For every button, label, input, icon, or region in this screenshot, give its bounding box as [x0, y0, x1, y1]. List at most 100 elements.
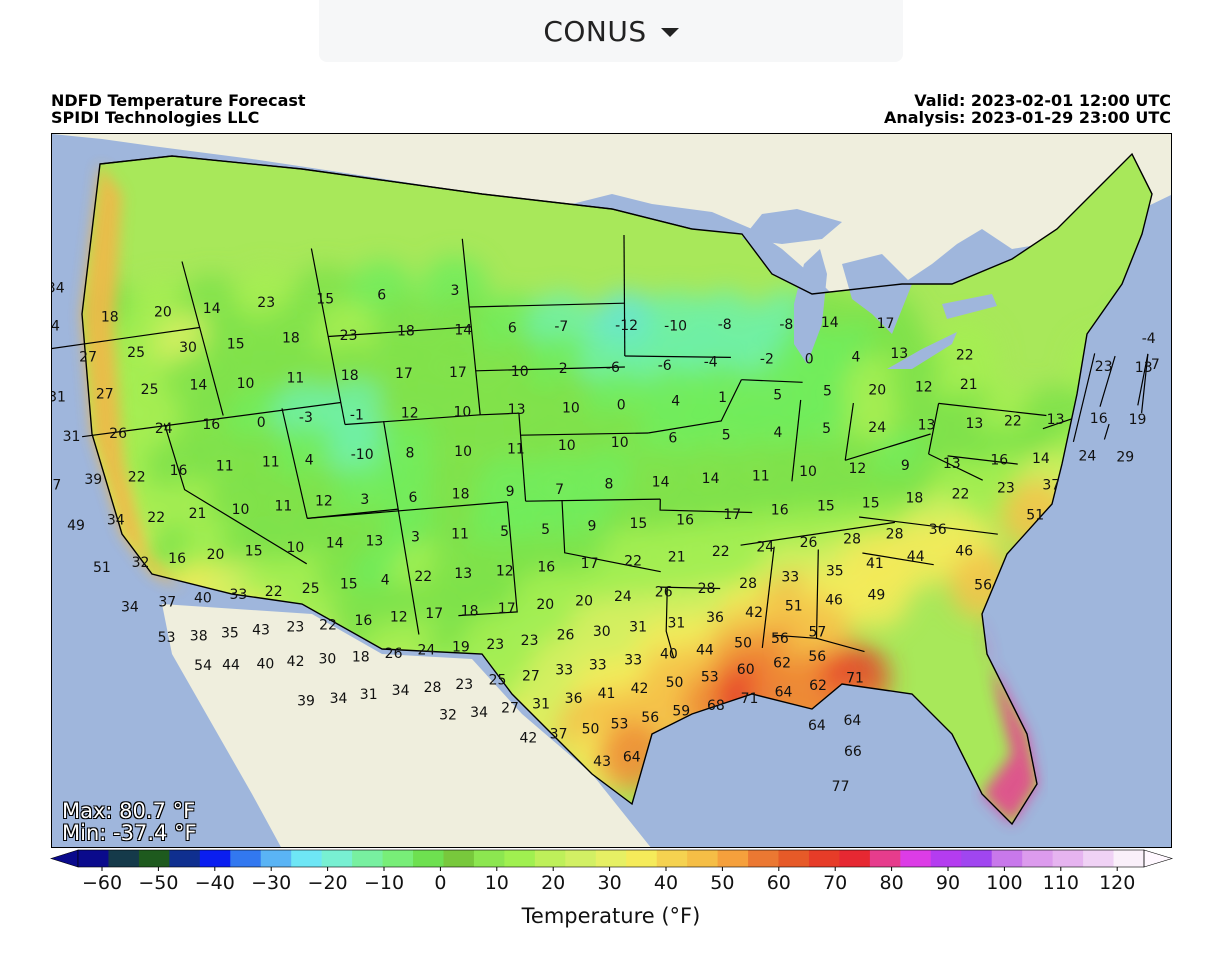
temp-label: 10	[237, 376, 255, 392]
state-border	[163, 423, 308, 565]
colorbar-label: Temperature (°F)	[521, 904, 701, 928]
temp-label: 3	[450, 283, 459, 299]
colorbar-swatch	[443, 850, 475, 867]
temp-label: 53	[701, 669, 719, 685]
state-border	[82, 401, 341, 438]
state-border	[761, 546, 775, 648]
temp-label: 4	[381, 573, 390, 589]
temp-label: 18	[452, 486, 470, 502]
temp-label: 10	[454, 444, 472, 460]
map-title: NDFD Temperature Forecast	[51, 91, 306, 110]
temp-label: 12	[496, 564, 514, 580]
state-border	[623, 234, 626, 357]
colorbar-swatch	[534, 850, 566, 867]
state-border	[1042, 418, 1073, 430]
temp-label: 6	[377, 287, 386, 303]
temp-label: 24	[417, 643, 435, 659]
colorbar-tick-label: 110	[1043, 872, 1079, 894]
state-border	[928, 453, 983, 481]
temp-label: 26	[109, 426, 127, 442]
temp-label: 35	[221, 625, 239, 641]
chevron-down-icon	[660, 27, 679, 37]
temp-label: 5	[722, 427, 731, 443]
temp-label: 16	[1090, 411, 1108, 427]
temp-label: 17	[449, 365, 467, 381]
temp-label: 27	[79, 350, 97, 366]
colorbar-swatch	[626, 850, 658, 867]
temp-label: 10	[611, 435, 629, 451]
region-dropdown[interactable]: CONUS	[319, 0, 903, 62]
colorbar-swatch	[1113, 850, 1145, 867]
temp-label: 36	[565, 691, 583, 707]
temp-label: 15	[316, 292, 334, 308]
temp-label: 15	[340, 577, 358, 593]
state-border	[1072, 353, 1096, 443]
temp-label: 40	[194, 591, 212, 607]
temp-label: 14	[203, 301, 221, 317]
state-border	[947, 455, 1018, 465]
temp-label: 22	[952, 486, 970, 502]
temp-label: 16	[537, 560, 555, 576]
lake-superior	[742, 209, 842, 244]
colorbar-swatch	[169, 850, 201, 867]
temp-label: 23	[1095, 359, 1113, 375]
colorbar-tick-label: 20	[541, 872, 565, 894]
temp-label: 9	[587, 519, 596, 535]
temp-label: 37	[550, 727, 568, 743]
temperature-map[interactable]: 3443341820142315633527253015182318146-7-…	[51, 133, 1172, 848]
temp-label: 28	[424, 680, 442, 696]
temp-label: 18	[282, 331, 300, 347]
temp-label: 46	[825, 593, 843, 609]
florida-band	[982, 614, 1037, 824]
temp-label: 15	[817, 499, 835, 515]
temp-label: 0	[617, 397, 626, 413]
temp-label: 13	[918, 418, 936, 434]
temp-label: -4	[704, 354, 718, 370]
temp-label: 42	[745, 605, 763, 621]
temp-label: 22	[956, 347, 974, 363]
temp-label: 13	[454, 566, 472, 582]
colorbar-swatch	[321, 850, 353, 867]
temp-label: 11	[274, 499, 292, 515]
temp-label: 27	[501, 700, 519, 716]
mexico-land	[162, 604, 651, 847]
temp-label: 17	[723, 507, 741, 523]
temp-label: 11	[216, 458, 234, 474]
temp-label: 16	[354, 613, 372, 629]
temp-label: 23	[486, 637, 504, 653]
temp-label: 20	[575, 594, 593, 610]
temp-label: 18	[101, 310, 119, 326]
state-border	[1137, 353, 1149, 406]
state-border	[307, 501, 508, 519]
temp-label: -6	[606, 360, 620, 376]
temp-label: 2	[559, 361, 568, 377]
colorbar-swatch	[869, 850, 901, 867]
state-border	[791, 399, 802, 482]
temp-label: 35	[826, 564, 844, 580]
state-border	[518, 413, 527, 502]
temp-label: 12	[390, 609, 408, 625]
temp-label: 17	[498, 601, 516, 617]
lake-erie	[887, 332, 957, 369]
map-canvas: 3443341820142315633527253015182318146-7-…	[52, 134, 1171, 847]
temp-label: 12	[315, 494, 333, 510]
state-border	[344, 414, 481, 426]
temp-label: 15	[629, 516, 647, 532]
temp-label: 33	[589, 657, 607, 673]
temp-label: 12	[848, 461, 866, 477]
colorbar-swatch	[808, 850, 840, 867]
temp-label: 13	[943, 456, 961, 472]
temp-label: 23	[340, 328, 358, 344]
state-border	[1099, 355, 1116, 407]
state-border	[475, 366, 625, 372]
state-border	[561, 499, 661, 573]
temp-label: 19	[1129, 412, 1147, 428]
temp-label: 18	[461, 603, 479, 619]
temp-label: 30	[318, 652, 336, 668]
temp-label: 13	[508, 402, 526, 418]
temp-label: 5	[773, 387, 782, 403]
temp-label: -10	[351, 447, 374, 463]
state-border	[740, 521, 895, 546]
colorbar-tick-label: 50	[710, 872, 734, 894]
colorbar-tick-label: 30	[598, 872, 622, 894]
